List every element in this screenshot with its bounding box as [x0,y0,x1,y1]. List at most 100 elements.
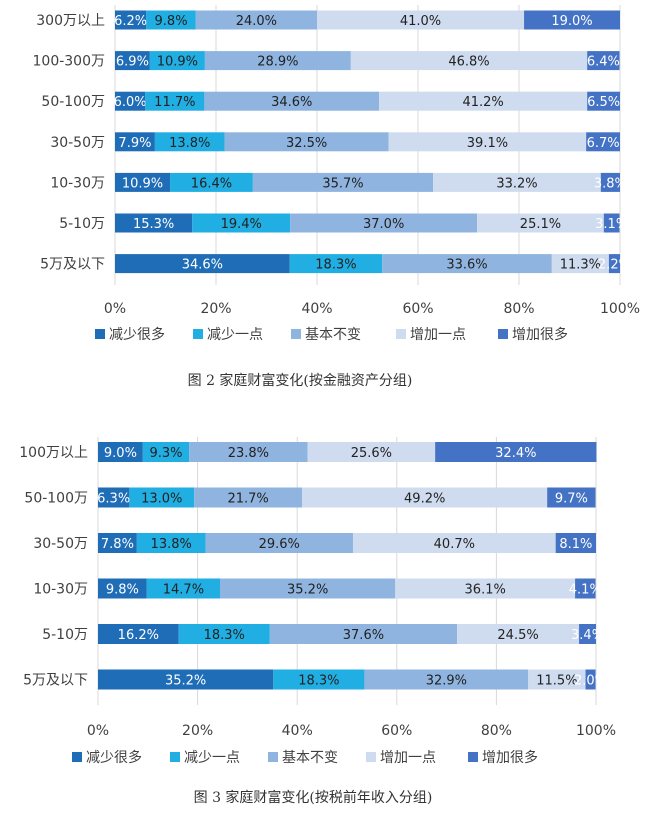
category-label: 10-30万 [33,582,88,598]
data-label: 25.6% [351,446,392,461]
category-label: 5万及以下 [40,257,105,273]
bar-segment [204,51,351,71]
legend-swatch [193,329,203,339]
x-tick-label: 80% [481,723,512,739]
bar-segment [115,91,146,111]
x-tick-label: 40% [282,723,313,739]
data-label: 4.1% [569,583,602,598]
bar-segment [528,669,586,690]
x-tick-label: 40% [301,301,332,317]
data-label: 9.8% [106,583,139,598]
bar-segment [149,51,205,71]
data-label: 40.7% [434,537,475,552]
data-label: 25.1% [520,217,561,232]
x-tick-label: 0% [87,723,109,739]
bar-segment [192,213,291,233]
data-label: 14.7% [163,583,204,598]
category-label: 10-30万 [50,175,105,191]
legend-swatch [72,752,82,762]
bar-segment [586,132,620,152]
data-label: 9.0% [104,446,137,461]
data-label: 23.8% [228,446,269,461]
data-label: 2.0% [574,674,607,689]
data-label: 28.9% [257,55,298,70]
chart-title: 图 2 家庭财富变化(按金融资产分组) [188,372,413,389]
bar-segment [98,669,274,690]
legend-label: 减少很多 [109,326,165,343]
data-label: 3.4% [571,628,604,643]
bar-segment [364,669,529,690]
data-label: 16.4% [191,176,232,191]
legend-label: 增加一点 [410,327,466,343]
bar-segment [587,51,620,71]
data-label: 29.6% [259,537,300,552]
bar-segment [302,487,548,508]
data-label: 36.1% [465,583,506,598]
x-tick-label: 20% [182,723,213,739]
data-label: 11.7% [154,95,195,110]
data-label: 37.6% [343,628,384,643]
data-label: 34.6% [271,95,312,110]
legend-swatch [366,752,376,762]
data-label: 35.2% [165,674,206,689]
data-label: 34.6% [182,258,223,273]
bar-segment [524,10,620,30]
bar-segment [252,172,434,192]
bar-segment [547,487,596,508]
data-label: 41.0% [400,14,441,29]
bar-segment [115,172,171,192]
x-tick-label: 100% [600,301,640,317]
bar-segment [98,442,143,462]
x-tick-label: 20% [200,301,231,317]
data-label: 32.9% [426,674,467,689]
data-label: 9.8% [155,14,188,29]
bar-segment [189,442,308,462]
bar-segment [145,91,205,111]
bar-segment [146,578,221,599]
data-label: 10.9% [157,55,198,70]
legend-swatch [396,329,406,339]
data-label: 21.7% [227,492,268,507]
legend-swatch [95,329,105,339]
data-label: 24.5% [497,628,538,643]
bar-segment [575,578,596,599]
bar-segment [477,213,604,233]
data-label: 10.9% [122,176,163,191]
bar-segment [382,254,552,274]
data-label: 19.4% [221,217,262,232]
data-label: 6.2% [114,14,147,29]
data-label: 9.7% [555,492,588,507]
x-tick-label: 0% [104,301,126,317]
bar-segment [154,132,225,152]
bar-segment [600,172,620,192]
data-label: 19.0% [551,14,592,29]
bar-segment [388,132,587,152]
chart-2: 100万以上 9.0% 9.3% 23.8% 25.6% 32.4% 50-100万 6.3%… [19,437,616,806]
bar-segment [146,10,196,30]
legend-swatch [268,752,278,762]
bar-segment [129,487,195,508]
bar-segment [136,533,206,553]
data-label: 49.2% [404,492,445,507]
x-tick-label: 60% [402,301,433,317]
data-label: 9.3% [149,446,182,461]
data-label: 18.3% [315,258,356,273]
bar-segment [585,669,596,690]
bar-segment [115,132,155,152]
bar-segment [204,91,380,111]
data-label: 6.3% [97,492,130,507]
data-label: 7.9% [118,136,151,151]
legend-swatch [498,329,508,339]
data-label: 35.7% [322,176,363,191]
bar-segment [115,254,290,274]
bar-segment [379,91,588,111]
data-label: 3.1% [595,217,628,232]
data-label: 13.8% [151,537,192,552]
bar-segment [603,213,620,233]
bar-segment [178,624,270,644]
data-label: 6.4% [587,55,620,70]
bar-segment [142,442,190,462]
category-label: 5-10万 [59,216,105,232]
legend-label: 减少一点 [184,750,240,766]
bar-segment [98,624,179,644]
